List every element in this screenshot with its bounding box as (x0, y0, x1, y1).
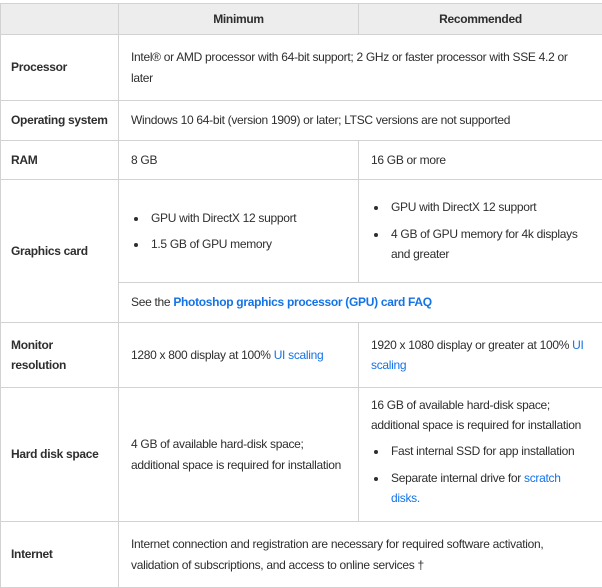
internet-value-cell: Internet connection and registration are… (119, 522, 602, 588)
row-graphics-card: Graphics card GPU with DirectX 12 suppor… (1, 180, 602, 283)
hard-disk-recommended-list: Fast internal SSD for app installation S… (371, 441, 590, 508)
row-label-processor: Processor (1, 35, 119, 101)
row-operating-system: Operating system Windows 10 64-bit (vers… (1, 101, 602, 141)
hard-disk-recommended-intro: 16 GB of available hard-disk space; addi… (371, 395, 590, 436)
row-label-operating-system: Operating system (1, 101, 119, 141)
row-internet: Internet Internet connection and registr… (1, 522, 602, 588)
list-item: Separate internal drive for scratch disk… (388, 468, 590, 509)
ui-scaling-link-minimum[interactable]: UI scaling (274, 348, 324, 362)
row-label-hard-disk-space: Hard disk space (1, 388, 119, 522)
monitor-recommended-cell: 1920 x 1080 display or greater at 100% U… (359, 323, 602, 388)
list-item: 4 GB of GPU memory for 4k displays and g… (388, 224, 590, 265)
scratch-disk-bullet-text: Separate internal drive for (391, 471, 524, 485)
row-label-monitor-resolution: Monitor resolution (1, 323, 119, 388)
row-label-graphics-card: Graphics card (1, 180, 119, 323)
gpu-faq-link[interactable]: Photoshop graphics processor (GPU) card … (173, 295, 431, 309)
header-minimum: Minimum (119, 4, 359, 35)
faq-note-prefix: See the (131, 295, 173, 309)
system-requirements-table: Minimum Recommended Processor Intel® or … (0, 3, 602, 588)
graphics-minimum-cell: GPU with DirectX 12 support 1.5 GB of GP… (119, 180, 359, 283)
header-recommended: Recommended (359, 4, 602, 35)
list-item: 1.5 GB of GPU memory (148, 234, 346, 254)
operating-system-value-cell: Windows 10 64-bit (version 1909) or late… (119, 101, 602, 141)
table-header-row: Minimum Recommended (1, 4, 602, 35)
ram-minimum-cell: 8 GB (119, 141, 359, 180)
row-ram: RAM 8 GB 16 GB or more (1, 141, 602, 180)
graphics-faq-cell: See the Photoshop graphics processor (GP… (119, 283, 602, 323)
hard-disk-minimum-cell: 4 GB of available hard-disk space; addit… (119, 388, 359, 522)
monitor-recommended-text: 1920 x 1080 display or greater at 100% (371, 338, 572, 352)
monitor-minimum-text: 1280 x 800 display at 100% (131, 348, 274, 362)
row-hard-disk-space: Hard disk space 4 GB of available hard-d… (1, 388, 602, 522)
row-processor: Processor Intel® or AMD processor with 6… (1, 35, 602, 101)
list-item: GPU with DirectX 12 support (388, 197, 590, 217)
row-label-internet: Internet (1, 522, 119, 588)
graphics-recommended-cell: GPU with DirectX 12 support 4 GB of GPU … (359, 180, 602, 283)
list-item: Fast internal SSD for app installation (388, 441, 590, 461)
row-monitor-resolution: Monitor resolution 1280 x 800 display at… (1, 323, 602, 388)
graphics-recommended-list: GPU with DirectX 12 support 4 GB of GPU … (371, 197, 590, 264)
monitor-minimum-cell: 1280 x 800 display at 100% UI scaling (119, 323, 359, 388)
graphics-minimum-list: GPU with DirectX 12 support 1.5 GB of GP… (131, 208, 346, 255)
list-item: GPU with DirectX 12 support (148, 208, 346, 228)
row-label-ram: RAM (1, 141, 119, 180)
header-empty-cell (1, 4, 119, 35)
hard-disk-recommended-cell: 16 GB of available hard-disk space; addi… (359, 388, 602, 522)
processor-value-cell: Intel® or AMD processor with 64-bit supp… (119, 35, 602, 101)
ram-recommended-cell: 16 GB or more (359, 141, 602, 180)
